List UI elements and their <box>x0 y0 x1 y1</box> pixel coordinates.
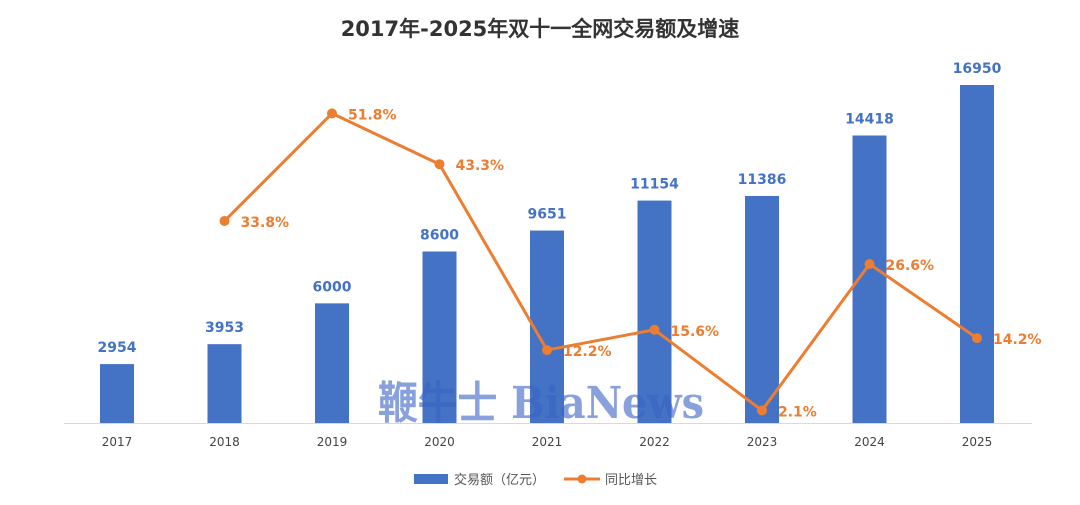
x-tick-2020: 2020 <box>424 435 455 449</box>
x-tick-2022: 2022 <box>639 435 670 449</box>
growth-point-2025 <box>972 333 982 344</box>
growth-label-2020: 43.3% <box>456 158 505 174</box>
legend-line-marker <box>577 474 587 484</box>
growth-point-2023 <box>757 405 767 416</box>
growth-point-2020 <box>434 159 445 170</box>
growth-point-2018 <box>219 215 230 226</box>
legend-bar-swatch <box>414 474 448 484</box>
bar-label-2022: 11154 <box>630 177 679 193</box>
bar-2022 <box>637 200 672 423</box>
growth-point-2022 <box>649 324 660 335</box>
bar-2018 <box>207 344 242 423</box>
bar-label-2017: 2954 <box>98 340 137 356</box>
growth-line <box>223 111 978 412</box>
bar-label-2020: 8600 <box>420 228 459 244</box>
bar-label-2019: 6000 <box>313 279 352 295</box>
growth-point-2019 <box>327 108 337 119</box>
growth-label-2023: 2.1% <box>778 404 817 420</box>
growth-point-2024 <box>864 259 875 270</box>
bar-2023 <box>745 195 779 423</box>
x-tick-2018: 2018 <box>209 435 240 449</box>
growth-point-2021 <box>542 345 552 356</box>
bar-label-2018: 3953 <box>205 320 244 336</box>
bar-label-2024: 14418 <box>845 111 894 127</box>
x-tick-2023: 2023 <box>747 435 778 449</box>
bar-label-2021: 9651 <box>528 207 567 223</box>
growth-label-2019: 51.8% <box>348 107 397 123</box>
legend-bar-label: 交易额（亿元） <box>454 472 545 488</box>
bar-2020 <box>422 251 457 423</box>
watermark: 鞭牛士 BiaNews <box>378 378 704 429</box>
growth-label-2025: 14.2% <box>993 332 1042 348</box>
growth-label-2021: 12.2% <box>563 344 612 360</box>
bar-label-2025: 16950 <box>953 61 1002 77</box>
bar-label-2023: 11386 <box>738 172 787 188</box>
x-tick-2024: 2024 <box>854 435 885 449</box>
x-tick-2017: 2017 <box>102 435 133 449</box>
legend-line-label: 同比增长 <box>605 473 657 488</box>
growth-label-2018: 33.8% <box>241 215 290 231</box>
x-tick-2025: 2025 <box>962 435 993 449</box>
legend: 交易额（亿元） 同比增长 <box>414 472 657 488</box>
bar-2019 <box>315 303 349 423</box>
bar-2017 <box>100 364 134 423</box>
growth-label-2022: 15.6% <box>671 324 720 340</box>
bar-2021 <box>530 230 564 423</box>
growth-label-2024: 26.6% <box>886 258 935 274</box>
x-tick-2019: 2019 <box>317 435 348 449</box>
bar-2025 <box>960 84 994 423</box>
chart-title: 2017年-2025年双十一全网交易额及增速 <box>341 17 740 41</box>
x-tick-2021: 2021 <box>532 435 563 449</box>
